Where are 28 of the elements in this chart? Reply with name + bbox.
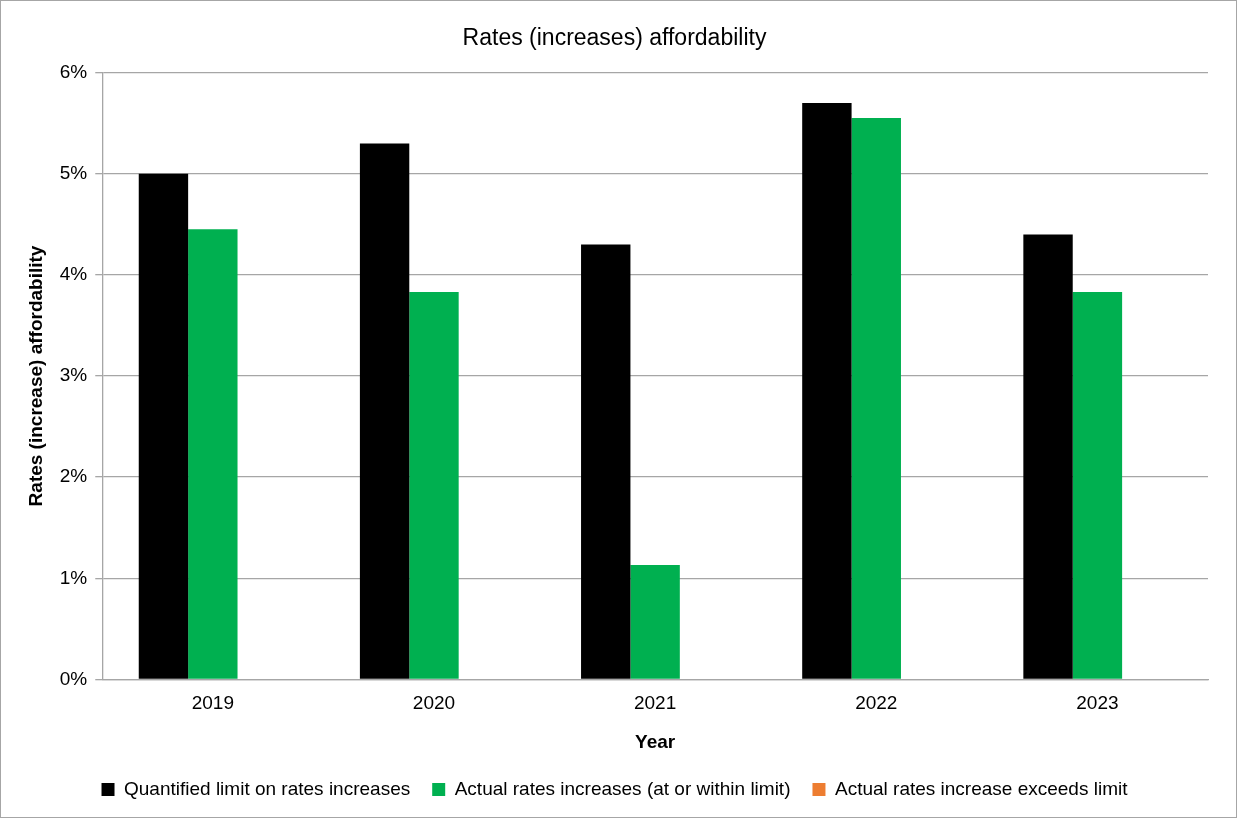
x-tick-label: 2019 bbox=[191, 692, 234, 714]
y-tick-label: 0% bbox=[59, 667, 88, 689]
bar bbox=[630, 565, 680, 679]
y-tick-label: 1% bbox=[59, 566, 88, 588]
legend-label: Actual rates increases (at or within limit) bbox=[454, 777, 791, 799]
legend-label: Actual rates increase exceeds limit bbox=[834, 777, 1129, 799]
bar bbox=[1072, 292, 1123, 679]
y-axis-title: Rates (increase) affordability bbox=[24, 245, 46, 507]
x-tick-label: 2023 bbox=[1076, 692, 1119, 714]
x-tick-label: 2022 bbox=[855, 692, 898, 714]
bar bbox=[851, 118, 901, 679]
chart-title: Rates (increases) affordability bbox=[462, 24, 767, 51]
bar bbox=[802, 102, 852, 679]
bar bbox=[188, 229, 238, 679]
legend-label: Quantified limit on rates increases bbox=[124, 777, 411, 799]
x-tick-label: 2021 bbox=[633, 692, 677, 714]
bar bbox=[138, 173, 189, 679]
bar bbox=[1023, 234, 1073, 679]
x-axis-title: Year bbox=[635, 730, 676, 752]
bar bbox=[409, 292, 459, 679]
y-tick-label: 3% bbox=[59, 364, 88, 386]
x-tick-label: 2020 bbox=[412, 692, 456, 714]
bar bbox=[359, 143, 410, 679]
bar bbox=[581, 244, 631, 679]
y-tick-label: 2% bbox=[59, 465, 88, 487]
y-tick-label: 5% bbox=[59, 161, 88, 183]
y-tick-label: 6% bbox=[59, 60, 88, 82]
y-tick-label: 4% bbox=[59, 263, 88, 285]
